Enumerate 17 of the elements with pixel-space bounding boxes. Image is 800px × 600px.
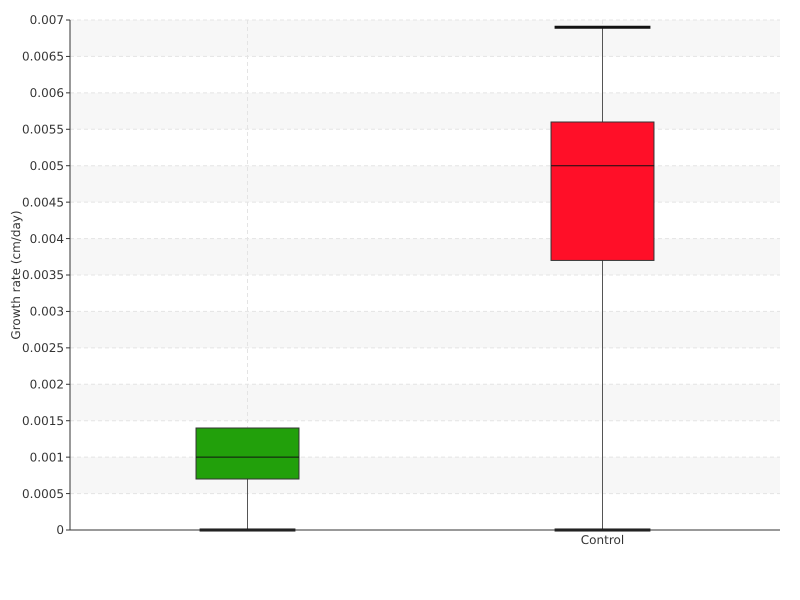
y-tick-label: 0.001 (30, 450, 64, 464)
y-tick-label: 0 (56, 523, 64, 538)
y-tick-label: 0.0045 (22, 195, 64, 210)
y-tick-label: 0.004 (30, 232, 64, 246)
y-tick-label: 0.007 (30, 13, 64, 28)
y-tick-label: 0.0025 (22, 341, 64, 356)
x-tick-label: Control (580, 533, 624, 547)
y-axis-title: Growth rate (cm/day) (9, 210, 23, 340)
y-tick-label: 0.0065 (22, 50, 64, 64)
y-tick-label: 0.0055 (22, 122, 64, 136)
y-tick-label: 0.002 (30, 377, 64, 392)
y-tick-label: 0.005 (30, 158, 64, 173)
y-tick-label: 0.0005 (22, 486, 64, 501)
y-tick-label: 0.003 (30, 304, 64, 319)
y-tick-label: 0.006 (30, 86, 64, 100)
y-tick-label: 0.0015 (22, 414, 64, 428)
y-tick-label: 0.0035 (22, 268, 64, 282)
